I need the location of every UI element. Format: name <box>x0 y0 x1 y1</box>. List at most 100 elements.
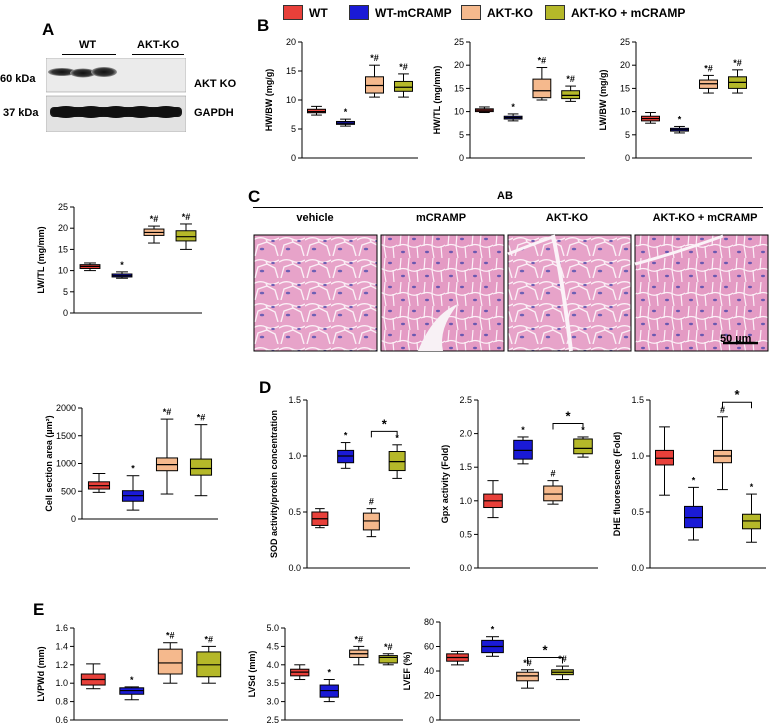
y-tick-label: 0.0 <box>288 563 301 573</box>
y-tick-label: 25 <box>58 202 68 212</box>
y-tick-label: 15 <box>454 83 464 93</box>
blot-name-akt: AKT KO <box>194 78 237 90</box>
significance-mark: *# <box>566 74 575 84</box>
chart-hw-tl: 0 5 10 15 20 25 HW/TL (mg/mm) * *# *# <box>432 37 585 163</box>
legend-label-akt-ko: AKT-KO <box>487 5 533 20</box>
y-tick-label: 20 <box>424 691 434 701</box>
legend-label-wt: WT <box>309 5 328 20</box>
box-akt-ko <box>532 78 552 99</box>
y-tick-label: 20 <box>454 60 464 70</box>
y-tick-label: 2000 <box>56 403 76 413</box>
box-akt-ko-mcramp <box>189 458 213 476</box>
blot-group-akt-ko: AKT-KO <box>137 39 180 51</box>
y-tick-label: 0.6 <box>55 715 68 725</box>
significance-mark: *# <box>704 63 713 73</box>
y-tick-label: 5 <box>459 130 464 140</box>
blot-band-akt-3 <box>91 67 117 77</box>
y-tick-label: 1.4 <box>55 641 68 651</box>
y-tick-label: 2.0 <box>459 429 472 439</box>
y-tick-label: 0 <box>71 514 76 524</box>
comparison-bracket <box>552 423 584 430</box>
blot-mw-gapdh: 37 kDa <box>3 107 39 119</box>
chart-lvpwd: 0.6 0.8 1.0 1.2 1.4 1.6 LVPWd (mm) * *# *# <box>36 623 228 725</box>
panel-label-b: B <box>257 16 270 35</box>
blot-group-line-wt <box>62 54 116 55</box>
significance-mark: * <box>395 433 399 443</box>
comparison-bracket <box>370 430 398 438</box>
histology-label-akt-ko-mcramp: AKT-KO + mCRAMP <box>652 212 758 224</box>
y-tick-label: 1.5 <box>288 395 301 405</box>
y-axis-label: Cell section area (µm²) <box>44 415 54 511</box>
significance-mark: *# <box>197 413 206 423</box>
y-tick-label: 5 <box>291 124 296 134</box>
y-tick-label: 0.5 <box>288 507 301 517</box>
y-tick-label: 4.5 <box>266 641 279 651</box>
y-tick-label: 1.0 <box>459 496 472 506</box>
y-tick-label: 2.5 <box>459 395 472 405</box>
blot-band-akt-2 <box>70 68 96 78</box>
y-axis-label: LVPWd (mm) <box>36 646 46 701</box>
y-tick-label: 0 <box>459 153 464 163</box>
y-tick-label: 0.0 <box>459 563 472 573</box>
y-tick-label: 1.2 <box>55 660 68 670</box>
significance-mark: * <box>521 425 525 435</box>
y-tick-label: 80 <box>424 617 434 627</box>
significance-mark: * <box>678 114 682 124</box>
y-tick-label: 5 <box>63 287 68 297</box>
y-tick-label: 2.5 <box>266 715 279 725</box>
y-tick-label: 5.0 <box>266 623 279 633</box>
y-tick-label: 0 <box>429 715 434 725</box>
significance-mark: *# <box>354 634 363 644</box>
chart-hw-bw: 0 5 10 15 20 HW/BW (mg/g) * *# *# <box>264 37 418 163</box>
y-tick-label: 1.5 <box>459 462 472 472</box>
significance-mark: * <box>581 425 585 435</box>
box-akt-ko-mcramp <box>561 90 581 100</box>
significance-mark: * <box>344 431 348 441</box>
y-tick-label: 10 <box>58 266 68 276</box>
significance-mark: * <box>131 464 135 474</box>
y-tick-label: 0 <box>63 308 68 318</box>
y-tick-label: 15 <box>286 66 296 76</box>
y-tick-label: 3.0 <box>266 697 279 707</box>
chart-lw-bw: 0 5 10 15 20 25 LW/BW (mg/g) * *# *# <box>598 37 752 163</box>
y-axis-label: LW/TL (mg/mm) <box>36 226 46 293</box>
significance-mark: * <box>120 260 124 270</box>
y-tick-label: 15 <box>620 83 630 93</box>
y-axis-label: HW/BW (mg/g) <box>264 69 274 131</box>
legend: WT WT-mCRAMP AKT-KO AKT-KO + mCRAMP <box>283 3 753 23</box>
significance-mark: # <box>550 469 555 479</box>
box-akt-ko-mcramp <box>394 80 413 92</box>
y-tick-label: 0.0 <box>631 563 644 573</box>
significance-mark: # <box>720 405 725 415</box>
significance-mark: *# <box>204 634 213 644</box>
chart-dhe-fluorescence: 0.0 0.5 1.0 1.5 DHE fluorescence (Fold) * # * * <box>612 387 766 573</box>
histology-header-line <box>253 207 763 208</box>
histology-label-mcramp: mCRAMP <box>415 212 467 224</box>
legend-swatch-wt <box>283 5 303 20</box>
y-tick-label: 1500 <box>56 431 76 441</box>
histology-image-akt-ko-mcramp <box>634 234 769 352</box>
y-tick-label: 10 <box>286 95 296 105</box>
chart-lw-tl: 0 5 10 15 20 25 LW/TL (mg/mm) * *# *# <box>36 202 202 318</box>
y-tick-label: 0 <box>291 153 296 163</box>
y-tick-label: 0.8 <box>55 697 68 707</box>
chart-sod-activity: 0.0 0.5 1.0 1.5 SOD activity/protein concent… <box>269 395 410 573</box>
y-tick-label: 1.0 <box>55 678 68 688</box>
y-tick-label: 10 <box>454 107 464 117</box>
histology-label-akt-ko: AKT-KO <box>545 212 589 224</box>
box-akt-ko-mcramp <box>573 438 593 455</box>
y-axis-label: SOD activity/protein concentration <box>269 410 279 558</box>
y-tick-label: 1.6 <box>55 623 68 633</box>
y-tick-label: 0.5 <box>631 507 644 517</box>
y-axis-label: LVEF (%) <box>402 652 412 691</box>
western-blot: WT AKT-KO 60 kDa 37 kDa AKT KO GAPDH <box>0 36 250 136</box>
box-akt-ko <box>543 485 563 502</box>
y-tick-label: 10 <box>620 107 630 117</box>
comparison-mark: * <box>542 643 548 658</box>
significance-mark: * <box>511 102 515 112</box>
y-tick-label: 1.5 <box>631 395 644 405</box>
box-akt-ko-mcramp <box>175 230 197 242</box>
histology-header: AB <box>497 190 513 202</box>
significance-mark: * <box>750 482 754 492</box>
